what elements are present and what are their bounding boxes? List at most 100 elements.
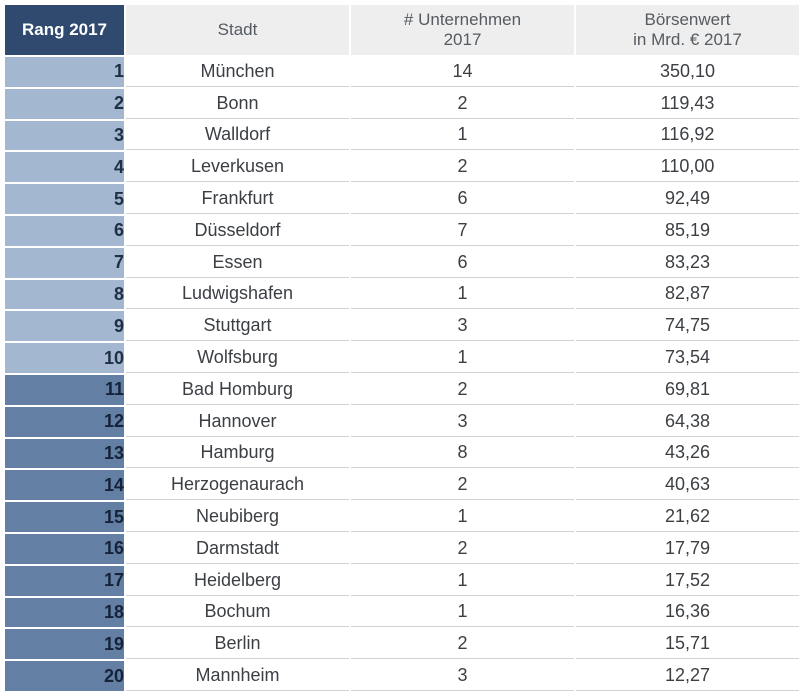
header-rank: Rang 2017 — [5, 5, 124, 55]
market-value-cell: 110,00 — [576, 152, 799, 183]
table-row: 12 Hannover 3 64,38 — [5, 406, 799, 437]
city-cell: Wolfsburg — [126, 343, 349, 373]
table-header: Rang 2017 Stadt # Unternehmen 2017 Börse… — [5, 5, 799, 55]
rank-cell: 9 — [5, 311, 124, 342]
market-value-cell: 119,43 — [576, 89, 799, 119]
table-row: 3 Walldorf 1 116,92 — [5, 120, 799, 151]
city-cell: Hamburg — [126, 439, 349, 469]
header-company-count-line1: # Unternehmen — [403, 10, 522, 29]
market-value-cell: 17,79 — [576, 534, 799, 564]
market-value-cell: 69,81 — [576, 375, 799, 405]
city-cell: Leverkusen — [126, 152, 349, 183]
market-value-cell: 82,87 — [576, 280, 799, 310]
header-company-count-line2: 2017 — [443, 30, 482, 49]
city-cell: Stuttgart — [126, 311, 349, 342]
city-cell: Walldorf — [126, 121, 349, 151]
rank-cell: 17 — [5, 565, 124, 596]
table-row: 19 Berlin 2 15,71 — [5, 629, 799, 660]
table-row: 7 Essen 6 83,23 — [5, 247, 799, 278]
rank-cell: 16 — [5, 533, 124, 564]
city-cell: Mannheim — [126, 661, 349, 691]
city-cell: Darmstadt — [126, 534, 349, 564]
city-cell: Frankfurt — [126, 184, 349, 214]
company-count-cell: 1 — [351, 121, 574, 151]
header-city: Stadt — [126, 5, 349, 55]
market-value-cell: 12,27 — [576, 661, 799, 691]
rank-cell: 7 — [5, 247, 124, 278]
table-row: 13 Hamburg 8 43,26 — [5, 438, 799, 469]
company-count-cell: 1 — [351, 566, 574, 596]
market-value-cell: 64,38 — [576, 407, 799, 437]
company-count-cell: 6 — [351, 184, 574, 214]
market-value-cell: 40,63 — [576, 470, 799, 501]
city-cell: Bonn — [126, 89, 349, 119]
rank-cell: 15 — [5, 502, 124, 532]
company-count-cell: 2 — [351, 470, 574, 501]
company-count-cell: 3 — [351, 407, 574, 437]
company-count-cell: 3 — [351, 661, 574, 691]
company-count-cell: 7 — [351, 216, 574, 246]
company-count-cell: 8 — [351, 439, 574, 469]
table-row: 1 München 14 350,10 — [5, 57, 799, 87]
company-count-cell: 1 — [351, 343, 574, 373]
table-row: 15 Neubiberg 1 21,62 — [5, 502, 799, 532]
rank-cell: 1 — [5, 57, 124, 87]
company-count-cell: 3 — [351, 311, 574, 342]
table-row: 18 Bochum 1 16,36 — [5, 597, 799, 628]
company-count-cell: 14 — [351, 57, 574, 87]
company-count-cell: 2 — [351, 89, 574, 119]
company-count-cell: 1 — [351, 280, 574, 310]
city-cell: Düsseldorf — [126, 216, 349, 246]
rank-cell: 19 — [5, 629, 124, 660]
header-market-value: Börsenwert in Mrd. € 2017 — [576, 5, 799, 55]
city-cell: Ludwigshafen — [126, 280, 349, 310]
city-cell: München — [126, 57, 349, 87]
market-value-cell: 73,54 — [576, 343, 799, 373]
rank-cell: 5 — [5, 184, 124, 214]
market-value-cell: 83,23 — [576, 248, 799, 278]
header-market-value-line1: Börsenwert — [644, 10, 731, 29]
rank-cell: 12 — [5, 406, 124, 437]
company-count-cell: 2 — [351, 534, 574, 564]
table-row: 14 Herzogenaurach 2 40,63 — [5, 470, 799, 501]
city-cell: Berlin — [126, 629, 349, 660]
rank-cell: 6 — [5, 215, 124, 246]
table-row: 5 Frankfurt 6 92,49 — [5, 184, 799, 214]
rank-cell: 2 — [5, 88, 124, 119]
city-cell: Essen — [126, 248, 349, 278]
market-value-cell: 92,49 — [576, 184, 799, 214]
market-value-cell: 17,52 — [576, 566, 799, 596]
table-body: 1 München 14 350,10 2 Bonn 2 119,43 3 Walldorf 1 11… — [5, 57, 799, 691]
city-cell: Bochum — [126, 598, 349, 628]
rank-cell: 4 — [5, 152, 124, 183]
company-count-cell: 2 — [351, 629, 574, 660]
rank-cell: 3 — [5, 120, 124, 151]
city-cell: Neubiberg — [126, 502, 349, 532]
header-company-count: # Unternehmen 2017 — [351, 5, 574, 55]
table-row: 16 Darmstadt 2 17,79 — [5, 533, 799, 564]
company-count-cell: 2 — [351, 152, 574, 183]
table-row: 11 Bad Homburg 2 69,81 — [5, 374, 799, 405]
rank-cell: 20 — [5, 661, 124, 691]
market-value-cell: 116,92 — [576, 121, 799, 151]
rank-cell: 13 — [5, 438, 124, 469]
city-cell: Hannover — [126, 407, 349, 437]
table-row: 10 Wolfsburg 1 73,54 — [5, 343, 799, 373]
market-value-cell: 15,71 — [576, 629, 799, 660]
company-count-cell: 1 — [351, 598, 574, 628]
market-value-cell: 16,36 — [576, 598, 799, 628]
company-count-cell: 1 — [351, 502, 574, 532]
table-row: 6 Düsseldorf 7 85,19 — [5, 215, 799, 246]
rank-cell: 14 — [5, 470, 124, 501]
table-row: 9 Stuttgart 3 74,75 — [5, 311, 799, 342]
market-value-cell: 350,10 — [576, 57, 799, 87]
company-count-cell: 2 — [351, 375, 574, 405]
rank-cell: 10 — [5, 343, 124, 373]
table-row: 4 Leverkusen 2 110,00 — [5, 152, 799, 183]
city-cell: Heidelberg — [126, 566, 349, 596]
rank-cell: 18 — [5, 597, 124, 628]
market-value-cell: 21,62 — [576, 502, 799, 532]
city-cell: Herzogenaurach — [126, 470, 349, 501]
table-row: 17 Heidelberg 1 17,52 — [5, 565, 799, 596]
header-row: Rang 2017 Stadt # Unternehmen 2017 Börse… — [5, 5, 799, 55]
